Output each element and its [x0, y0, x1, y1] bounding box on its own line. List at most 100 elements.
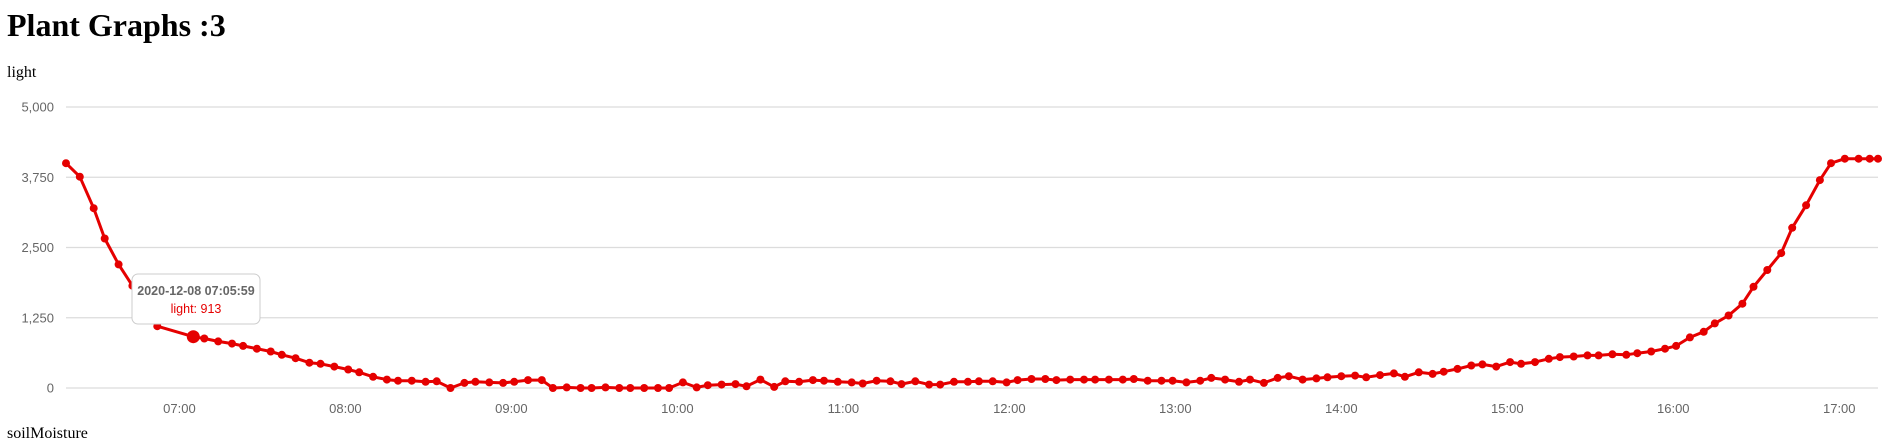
data-point[interactable]	[1027, 375, 1036, 383]
data-point[interactable]	[1583, 351, 1592, 360]
data-point[interactable]	[421, 377, 430, 386]
data-point[interactable]	[1207, 373, 1216, 382]
data-point[interactable]	[1323, 373, 1332, 382]
data-point[interactable]	[1569, 352, 1578, 361]
data-point[interactable]	[1182, 378, 1191, 387]
data-point[interactable]	[1376, 371, 1384, 380]
data-point[interactable]	[1129, 375, 1138, 383]
data-point[interactable]	[703, 381, 712, 390]
data-point[interactable]	[369, 372, 378, 381]
data-point[interactable]	[89, 204, 98, 213]
data-point[interactable]	[1622, 350, 1631, 359]
data-point[interactable]	[214, 337, 223, 346]
data-point[interactable]	[239, 341, 248, 350]
data-point[interactable]	[537, 376, 546, 385]
data-point[interactable]	[1168, 376, 1177, 385]
data-point[interactable]	[291, 354, 300, 363]
data-point[interactable]	[665, 384, 674, 392]
data-point[interactable]	[432, 377, 441, 386]
data-point[interactable]	[692, 383, 701, 392]
data-point[interactable]	[407, 376, 416, 385]
data-point[interactable]	[485, 378, 494, 387]
data-point[interactable]	[344, 365, 353, 374]
data-point[interactable]	[1763, 266, 1772, 274]
data-point[interactable]	[1013, 376, 1022, 385]
data-point[interactable]	[1661, 344, 1669, 353]
data-point[interactable]	[731, 380, 740, 389]
data-point[interactable]	[717, 380, 726, 389]
data-point[interactable]	[847, 378, 856, 387]
data-point[interactable]	[1815, 176, 1824, 185]
light-series[interactable]	[62, 154, 1882, 392]
data-point[interactable]	[1854, 154, 1863, 163]
data-point[interactable]	[795, 377, 804, 386]
data-point[interactable]	[601, 383, 610, 392]
data-point[interactable]	[316, 359, 325, 368]
data-point[interactable]	[1104, 375, 1113, 384]
data-point[interactable]	[1672, 341, 1681, 350]
data-point[interactable]	[1351, 371, 1360, 380]
data-point[interactable]	[499, 378, 508, 387]
data-point[interactable]	[640, 384, 649, 392]
data-point[interactable]	[678, 378, 687, 387]
data-point[interactable]	[1052, 376, 1061, 385]
data-point[interactable]	[446, 384, 455, 392]
data-point[interactable]	[615, 384, 624, 392]
data-point[interactable]	[330, 362, 339, 371]
data-point[interactable]	[1235, 377, 1243, 386]
data-point[interactable]	[1467, 361, 1476, 370]
data-point[interactable]	[587, 384, 596, 392]
data-point[interactable]	[305, 358, 314, 367]
data-point[interactable]	[1699, 327, 1708, 336]
data-point[interactable]	[1749, 282, 1758, 291]
data-point[interactable]	[114, 260, 123, 269]
data-point[interactable]	[1874, 154, 1882, 163]
data-point[interactable]	[394, 376, 402, 385]
data-point[interactable]	[988, 377, 997, 386]
data-point[interactable]	[75, 172, 84, 181]
data-point[interactable]	[1453, 364, 1462, 373]
data-point[interactable]	[872, 376, 881, 385]
data-point[interactable]	[1777, 249, 1786, 258]
data-point[interactable]	[1738, 299, 1747, 308]
data-point[interactable]	[1710, 319, 1719, 328]
data-point[interactable]	[62, 159, 70, 168]
data-point[interactable]	[1506, 358, 1515, 367]
highlighted-data-point[interactable]	[186, 330, 200, 344]
data-point[interactable]	[1080, 375, 1088, 384]
data-point[interactable]	[1478, 360, 1487, 369]
data-point[interactable]	[820, 376, 828, 385]
data-point[interactable]	[1633, 349, 1642, 358]
data-point[interactable]	[1143, 376, 1152, 385]
data-point[interactable]	[1594, 351, 1603, 360]
data-point[interactable]	[1492, 362, 1501, 371]
data-point[interactable]	[1827, 159, 1835, 168]
data-point[interactable]	[974, 377, 983, 386]
data-point[interactable]	[1428, 369, 1437, 378]
data-point[interactable]	[1531, 358, 1539, 367]
data-point[interactable]	[1439, 367, 1448, 376]
data-point[interactable]	[1362, 373, 1371, 382]
data-point[interactable]	[1221, 375, 1230, 384]
data-point[interactable]	[1284, 372, 1293, 381]
data-point[interactable]	[1685, 333, 1694, 342]
data-point[interactable]	[925, 380, 934, 389]
data-point[interactable]	[654, 384, 662, 392]
data-point[interactable]	[936, 380, 945, 389]
data-point[interactable]	[808, 376, 817, 385]
data-point[interactable]	[252, 344, 261, 353]
data-point[interactable]	[897, 380, 906, 389]
data-point[interactable]	[886, 377, 895, 386]
data-point[interactable]	[1608, 350, 1617, 359]
data-point[interactable]	[626, 384, 635, 392]
data-point[interactable]	[471, 377, 480, 386]
data-point[interactable]	[548, 384, 557, 392]
data-point[interactable]	[1517, 359, 1526, 368]
data-point[interactable]	[1041, 375, 1050, 383]
data-point[interactable]	[1118, 375, 1127, 384]
data-point[interactable]	[277, 350, 286, 359]
data-point[interactable]	[355, 368, 364, 377]
data-point[interactable]	[1312, 374, 1321, 383]
light-line-chart[interactable]: 0 1,250 2,500 3,750 5,000 07:00 08:00 09:00 10:…	[0, 0, 1894, 435]
data-point[interactable]	[266, 347, 275, 356]
